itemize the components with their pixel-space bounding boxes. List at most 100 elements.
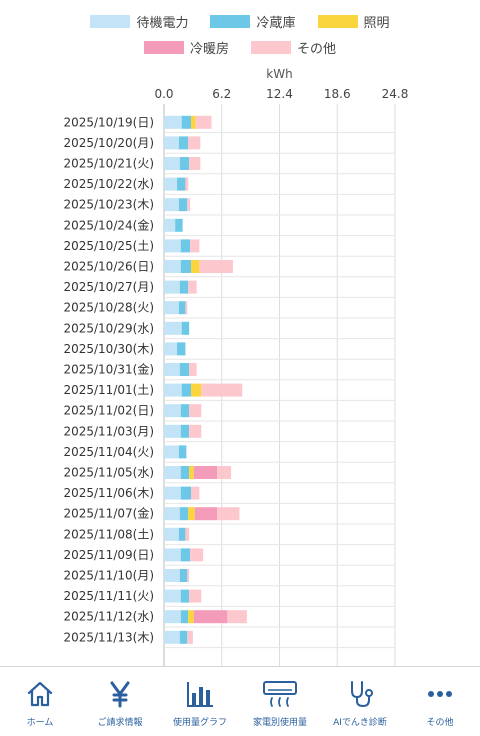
bar-segment-other bbox=[187, 569, 190, 582]
bar-segment-other bbox=[189, 404, 202, 418]
home-icon bbox=[22, 677, 58, 711]
legend-label-other: その他 bbox=[297, 41, 337, 57]
yen-icon bbox=[102, 677, 138, 711]
bar-segment-standby bbox=[164, 424, 181, 438]
bar-chart-icon bbox=[182, 677, 218, 711]
bar-segment-standby bbox=[164, 260, 181, 273]
tab-usage-graph[interactable]: 使用量グラフ bbox=[160, 667, 240, 736]
bar-segment-other bbox=[188, 280, 197, 294]
category-label: 2025/11/13(木) bbox=[63, 630, 154, 644]
bar-segment-fridge bbox=[179, 363, 190, 376]
legend-item-aircon: 冷暖房 bbox=[143, 38, 229, 57]
legend-item-other: その他 bbox=[251, 38, 336, 57]
bar-segment-aircon bbox=[193, 610, 228, 624]
bar-segment-standby bbox=[164, 507, 180, 521]
bar-segment-standby bbox=[164, 218, 176, 232]
x-tick-label: 0.0 bbox=[154, 87, 173, 101]
bar-segment-other bbox=[187, 198, 191, 212]
category-label: 2025/11/03(月) bbox=[63, 424, 154, 438]
bar-segment-fridge bbox=[180, 486, 192, 500]
tab-home[interactable]: ホーム bbox=[0, 667, 80, 736]
category-label: 2025/11/06(木) bbox=[63, 486, 154, 500]
bar-segment-other bbox=[190, 548, 204, 562]
bar-segment-standby bbox=[164, 157, 180, 170]
category-label: 2025/10/22(水) bbox=[63, 177, 154, 191]
category-label: 2025/10/29(水) bbox=[63, 321, 154, 335]
bar-segment-other bbox=[189, 424, 202, 438]
bar-segment-fridge bbox=[180, 404, 190, 418]
bar-segment-standby bbox=[164, 466, 181, 479]
bar-segment-standby bbox=[164, 321, 182, 335]
bar-segment-fridge bbox=[178, 527, 186, 541]
bar-segment-standby bbox=[164, 198, 179, 212]
tab-usage-graph-label: 使用量グラフ bbox=[172, 718, 227, 728]
tab-ai-diagnosis[interactable]: AIでんき診断 bbox=[320, 667, 400, 736]
x-tick-label: 18.6 bbox=[324, 87, 351, 101]
bar-segment-fridge bbox=[180, 548, 191, 562]
legend-swatch-aircon bbox=[143, 40, 184, 54]
tab-billing[interactable]: ご請求情報 bbox=[80, 667, 160, 736]
bar-segment-aircon bbox=[193, 466, 218, 479]
bar-segment-lighting bbox=[188, 610, 194, 624]
bar-segment-other bbox=[188, 136, 201, 150]
x-tick-label: 12.4 bbox=[266, 87, 293, 101]
x-tick-label: 6.2 bbox=[212, 87, 231, 101]
bar-segment-fridge bbox=[181, 383, 192, 397]
bottom-tab-bar: ホーム ご請求情報 使用量グラフ 家電別使用量 AIでんき診断 その他 bbox=[0, 666, 480, 736]
bar-segment-other bbox=[187, 630, 193, 644]
bar-segment-other bbox=[185, 177, 189, 191]
air-conditioner-icon bbox=[262, 677, 298, 711]
usage-chart: kWh 0.0 6.2 12.4 18.6 24.8 2025/10/19(日) 2025/1… bbox=[63, 67, 409, 666]
tab-appliance-usage-label: 家電別使用量 bbox=[252, 718, 307, 728]
bar-segment-standby bbox=[164, 610, 181, 624]
category-label: 2025/10/30(木) bbox=[63, 342, 154, 356]
bar-segment-lighting bbox=[191, 260, 200, 273]
bar-segment-fridge bbox=[179, 507, 189, 521]
bar-segment-other bbox=[191, 486, 200, 500]
bar-segment-standby bbox=[164, 177, 178, 191]
bar-segment-standby bbox=[164, 486, 181, 500]
bar-segment-standby bbox=[164, 548, 181, 562]
tab-appliance-usage[interactable]: 家電別使用量 bbox=[240, 667, 320, 736]
bar-segment-other bbox=[190, 239, 200, 253]
bar-segment-lighting bbox=[191, 115, 196, 129]
legend-label-standby: 待機電力 bbox=[136, 15, 189, 31]
category-label: 2025/11/02(日) bbox=[63, 404, 154, 418]
bar-segment-standby bbox=[164, 280, 180, 294]
bar-segment-other bbox=[217, 466, 232, 479]
legend-item-lighting: 照明 bbox=[317, 12, 390, 31]
bar-segment-standby bbox=[164, 363, 180, 376]
bar-segment-other bbox=[189, 157, 201, 170]
category-label: 2025/10/23(木) bbox=[63, 198, 154, 212]
bar-segment-aircon bbox=[194, 507, 218, 521]
legend-label-lighting: 照明 bbox=[363, 15, 390, 31]
category-label: 2025/11/08(土) bbox=[63, 527, 154, 541]
bar-segment-fridge bbox=[181, 321, 190, 335]
bar-segment-fridge bbox=[179, 157, 190, 170]
bar-segment-standby bbox=[164, 589, 181, 603]
bar-segment-standby bbox=[164, 239, 181, 253]
bar-segment-fridge bbox=[177, 177, 186, 191]
legend-swatch-fridge bbox=[210, 14, 251, 28]
bar-segment-fridge bbox=[178, 198, 188, 212]
tab-more[interactable]: その他 bbox=[400, 667, 480, 736]
stethoscope-icon bbox=[342, 677, 378, 711]
bar-segment-other bbox=[195, 115, 212, 129]
bar-segment-other bbox=[201, 383, 243, 397]
bar-segment-fridge bbox=[180, 239, 191, 253]
bar-segment-fridge bbox=[180, 589, 190, 603]
x-tick-label: 24.8 bbox=[382, 87, 409, 101]
category-label: 2025/10/24(金) bbox=[63, 217, 154, 232]
bar-segment-other bbox=[217, 507, 240, 521]
legend-swatch-other bbox=[251, 40, 291, 54]
category-label: 2025/11/12(水) bbox=[63, 610, 154, 624]
category-label: 2025/10/25(土) bbox=[63, 239, 154, 253]
bar-segment-lighting bbox=[191, 383, 202, 397]
bar-segment-standby bbox=[164, 630, 180, 644]
bar-segment-other bbox=[185, 527, 190, 541]
bar-segment-other bbox=[185, 301, 188, 315]
bar-segment-lighting bbox=[189, 466, 194, 479]
bar-segment-fridge bbox=[180, 466, 190, 479]
more-icon bbox=[422, 677, 458, 711]
category-label: 2025/10/20(月) bbox=[63, 136, 154, 150]
